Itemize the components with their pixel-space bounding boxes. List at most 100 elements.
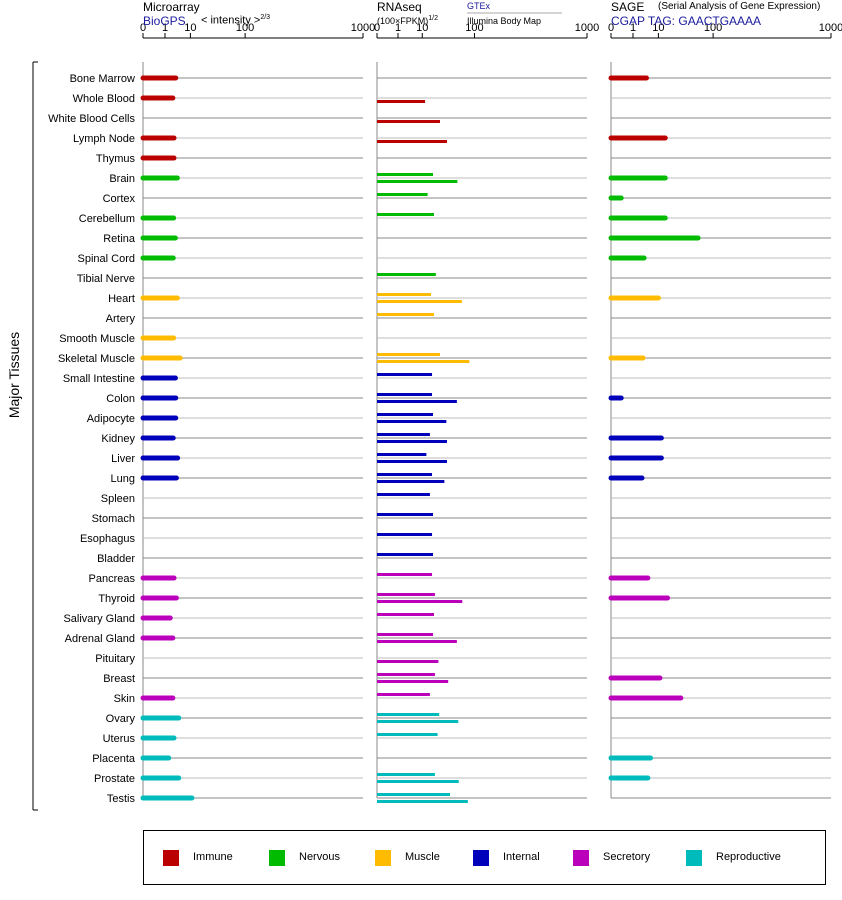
tissue-label: Uterus — [103, 733, 136, 745]
rnaseq-tick-label: 100 — [465, 22, 483, 34]
rnaseq-gtex-bar — [377, 493, 430, 496]
sage-tick-label: 10 — [652, 22, 664, 34]
rnaseq-gtex-bar — [377, 793, 450, 796]
legend-swatch-internal — [473, 850, 489, 866]
legend-label-internal: Internal — [503, 851, 540, 863]
microarray-unit-exponent: 2/3 — [260, 14, 271, 21]
tissue-label: Adrenal Gland — [65, 633, 135, 645]
legend-swatch-immune — [163, 850, 179, 866]
tissue-label: Brain — [109, 173, 135, 185]
y-axis-label: Major Tissues — [6, 331, 22, 419]
tissue-label: Whole Blood — [73, 93, 135, 105]
legend-swatch-nervous — [269, 850, 285, 866]
microarray-unit: < intensity >2/3 — [201, 14, 271, 27]
legend-swatch-secretory — [573, 850, 589, 866]
tissue-label: Breast — [103, 673, 135, 685]
rnaseq-unit: (100×FPKM)1/2 — [377, 15, 439, 26]
rnaseq-ibm-bar — [377, 640, 457, 643]
microarray-source: BioGPS — [143, 14, 186, 28]
rnaseq-ibm-bar — [377, 400, 457, 403]
rnaseq-gtex-bar — [377, 733, 438, 736]
microarray-tick-label: 1 — [162, 22, 168, 34]
tissue-label: Testis — [107, 793, 136, 805]
rnaseq-gtex-bar — [377, 533, 433, 536]
tissue-label: Retina — [103, 233, 136, 245]
rnaseq-ibm-bar — [377, 440, 447, 443]
rnaseq-tick-label: 0 — [374, 22, 380, 34]
legend-label-reproductive: Reproductive — [716, 851, 781, 863]
tissue-label: Lymph Node — [73, 133, 135, 145]
rnaseq-source-ibm: Illumina Body Map — [467, 16, 542, 26]
rnaseq-gtex-bar — [377, 273, 436, 276]
sage-subtitle: (Serial Analysis of Gene Expression) — [658, 1, 821, 12]
tissue-label: Pancreas — [89, 573, 136, 585]
tissue-label: Skeletal Muscle — [58, 353, 135, 365]
legend: Immune Nervous Muscle Internal Secretory… — [143, 830, 826, 885]
rnaseq-ibm-bar — [377, 300, 462, 303]
legend-label-muscle: Muscle — [405, 851, 440, 863]
rnaseq-ibm-bar — [377, 780, 459, 783]
rnaseq-gtex-bar — [377, 453, 427, 456]
tissue-label: Colon — [106, 393, 135, 405]
tissue-label: Bladder — [97, 553, 135, 565]
tissue-label: Prostate — [94, 773, 135, 785]
sage-tick-label: 100 — [704, 22, 722, 34]
tissue-label: Liver — [111, 453, 135, 465]
rnaseq-ibm-bar — [377, 480, 445, 483]
rnaseq-ibm-bar — [377, 600, 463, 603]
tissue-label: Salivary Gland — [63, 613, 135, 625]
rnaseq-tick-label: 10 — [416, 22, 428, 34]
tissue-label: Thyroid — [98, 593, 135, 605]
rnaseq-gtex-bar — [377, 713, 440, 716]
rnaseq-gtex-bar — [377, 393, 433, 396]
tissue-label: Tibial Nerve — [77, 273, 135, 285]
rnaseq-gtex-bar — [377, 193, 428, 196]
rnaseq-gtex-bar — [377, 573, 433, 576]
tissue-label: Ovary — [106, 713, 136, 725]
tissue-label: Heart — [108, 293, 135, 305]
rnaseq-ibm-bar — [377, 100, 426, 103]
tissue-label: Lung — [111, 473, 135, 485]
tissue-label: Smooth Muscle — [59, 333, 135, 345]
tissue-label: Artery — [106, 313, 136, 325]
tissue-label: Cerebellum — [79, 213, 135, 225]
rnaseq-ibm-bar — [377, 140, 447, 143]
tissue-label: Spleen — [101, 493, 135, 505]
rnaseq-source-gtex: GTEx — [467, 1, 491, 11]
rnaseq-gtex-bar — [377, 473, 433, 476]
tissue-label: Stomach — [92, 513, 135, 525]
microarray-tick-label: 1000 — [351, 22, 375, 34]
tissue-label: Kidney — [101, 433, 135, 445]
rnaseq-gtex-bar — [377, 313, 435, 316]
microarray-tick-label: 10 — [184, 22, 196, 34]
tissue-label: Skin — [114, 693, 135, 705]
tissue-label: White Blood Cells — [48, 113, 135, 125]
legend-label-secretory: Secretory — [603, 851, 651, 863]
rnaseq-gtex-bar — [377, 213, 435, 216]
rnaseq-gtex-bar — [377, 513, 434, 516]
rnaseq-ibm-bar — [377, 660, 439, 663]
tissue-label: Spinal Cord — [78, 253, 135, 265]
legend-swatch-reproductive — [686, 850, 702, 866]
sage-tick-label: 1000 — [819, 22, 842, 34]
rnaseq-gtex-bar — [377, 633, 434, 636]
rnaseq-ibm-bar — [377, 120, 440, 123]
tissue-label: Esophagus — [80, 533, 136, 545]
tissue-label: Adipocyte — [87, 413, 135, 425]
rnaseq-ibm-bar — [377, 720, 459, 723]
rnaseq-gtex-bar — [377, 553, 434, 556]
rnaseq-gtex-bar — [377, 673, 435, 676]
rnaseq-tick-label: 1 — [395, 22, 401, 34]
rnaseq-ibm-bar — [377, 800, 468, 803]
tissue-label: Thymus — [96, 153, 136, 165]
rnaseq-gtex-bar — [377, 773, 435, 776]
rnaseq-tick-label: 1000 — [575, 22, 599, 34]
rnaseq-ibm-bar — [377, 360, 470, 363]
rnaseq-gtex-bar — [377, 433, 430, 436]
sage-tick-label: 1 — [630, 22, 636, 34]
rnaseq-gtex-bar — [377, 173, 434, 176]
legend-swatch-muscle — [375, 850, 391, 866]
tissue-label: Pituitary — [95, 653, 135, 665]
rnaseq-ibm-bar — [377, 460, 447, 463]
rnaseq-unit-exponent: 1/2 — [428, 15, 439, 22]
